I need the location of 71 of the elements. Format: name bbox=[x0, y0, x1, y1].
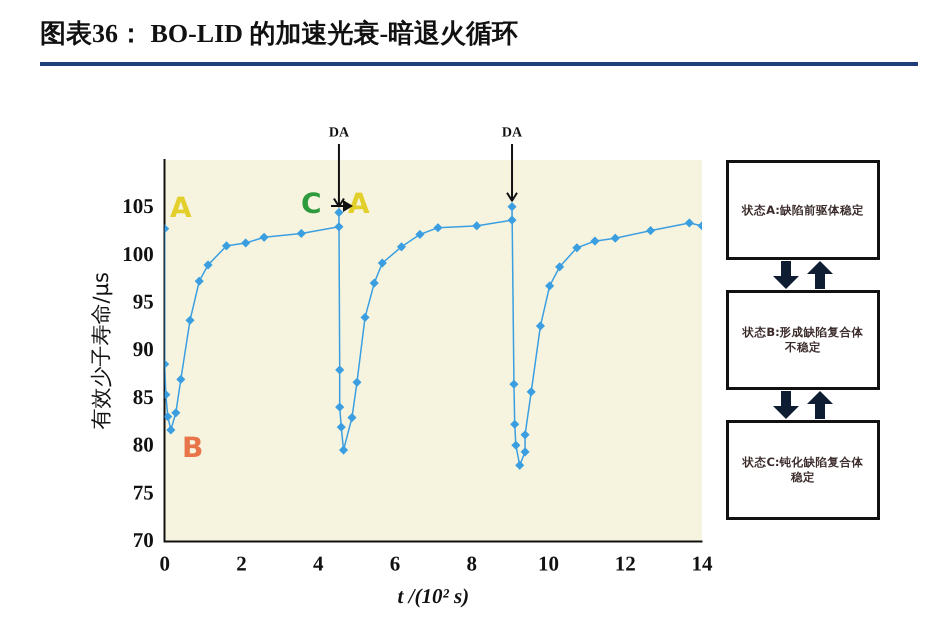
point bbox=[176, 375, 186, 384]
point bbox=[397, 242, 406, 252]
annotation: A bbox=[348, 187, 370, 220]
point bbox=[194, 276, 204, 286]
point bbox=[515, 461, 524, 470]
point bbox=[260, 233, 268, 242]
point bbox=[336, 422, 346, 432]
point bbox=[352, 378, 362, 387]
y-tick-label: 80 bbox=[132, 432, 154, 457]
x-tick-label: 14 bbox=[692, 552, 713, 576]
point bbox=[334, 208, 344, 217]
point bbox=[520, 448, 530, 456]
point bbox=[508, 202, 516, 211]
point bbox=[472, 222, 481, 230]
point bbox=[360, 313, 370, 322]
text: 状态A:缺陷前驱体稳定 bbox=[726, 160, 880, 260]
x-tick-label: 8 bbox=[466, 552, 477, 576]
point bbox=[512, 440, 520, 450]
point bbox=[166, 426, 176, 434]
point bbox=[510, 380, 518, 388]
point bbox=[378, 258, 387, 268]
point bbox=[186, 316, 194, 325]
point bbox=[555, 262, 564, 272]
point bbox=[526, 388, 536, 396]
point bbox=[685, 218, 694, 228]
point bbox=[335, 402, 344, 412]
point bbox=[348, 413, 356, 422]
annotation: A bbox=[170, 191, 192, 224]
text: 状态C:钝化缺陷复合体稳定 bbox=[726, 420, 880, 520]
y-tick-label: 95 bbox=[132, 290, 154, 314]
y-tick-label: 105 bbox=[122, 194, 154, 218]
point bbox=[222, 242, 231, 250]
x-tick-label: 12 bbox=[614, 552, 636, 576]
annotation: C bbox=[301, 187, 322, 220]
point bbox=[241, 238, 250, 248]
annotation: B bbox=[182, 431, 204, 464]
chart-title: 图表36： BO-LID 的加速光衰-暗退火循环 bbox=[40, 18, 518, 50]
point bbox=[545, 282, 554, 290]
point bbox=[370, 278, 378, 288]
x-axis-title: t /(10² s) bbox=[398, 584, 470, 608]
point bbox=[434, 223, 442, 232]
point bbox=[510, 420, 519, 429]
point bbox=[172, 408, 180, 418]
point bbox=[646, 226, 655, 235]
point bbox=[572, 244, 582, 252]
y-tick-label: 85 bbox=[132, 384, 154, 409]
x-tick-label: 4 bbox=[312, 552, 324, 576]
x-tick-label: 2 bbox=[236, 552, 247, 576]
point bbox=[508, 216, 516, 224]
point bbox=[297, 229, 306, 238]
y-tick-label: 90 bbox=[132, 337, 154, 362]
point bbox=[334, 222, 344, 232]
point bbox=[520, 430, 530, 439]
text: 状态B:形成缺陷复合体不稳定 bbox=[726, 290, 880, 390]
y-tick-label: 100 bbox=[122, 242, 154, 266]
point bbox=[164, 412, 172, 421]
point bbox=[590, 236, 600, 246]
point bbox=[536, 322, 545, 330]
y-axis-title: 有效少子寿命/μs bbox=[89, 272, 114, 430]
point bbox=[339, 446, 348, 454]
y-tick-label: 70 bbox=[132, 528, 154, 552]
point bbox=[204, 260, 212, 270]
x-tick-label: 6 bbox=[390, 552, 400, 576]
y-tick-label: 75 bbox=[132, 480, 154, 504]
annotation: DA bbox=[502, 126, 524, 141]
point bbox=[335, 366, 344, 374]
point bbox=[416, 230, 424, 239]
x-tick-label: 10 bbox=[538, 552, 559, 576]
x-tick-label: 0 bbox=[159, 552, 170, 576]
point bbox=[611, 234, 620, 242]
annotation: DA bbox=[328, 126, 350, 141]
